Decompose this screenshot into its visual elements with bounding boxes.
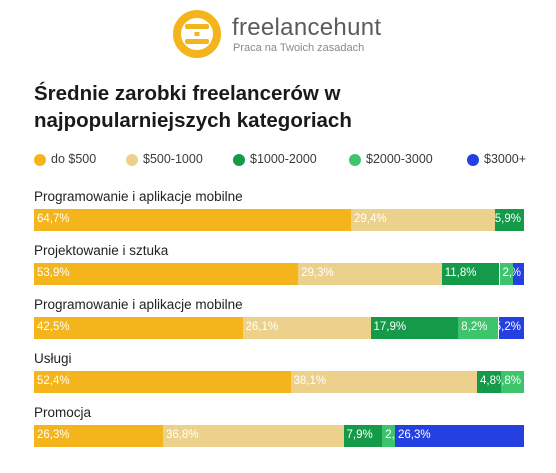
bar-segment: 29,3% <box>298 263 442 285</box>
brand-name: freelancehunt <box>232 14 382 41</box>
data-label: 64,7% <box>37 213 70 225</box>
data-label: 26,3% <box>37 429 70 441</box>
brand-tagline: Praca na Twoich zasadach <box>233 42 365 54</box>
legend-swatch <box>349 154 361 166</box>
legend-swatch <box>233 154 245 166</box>
data-label: 42,5% <box>37 321 70 333</box>
data-label: 8,2% <box>461 321 488 333</box>
chart-legend: do $500 $500-1000 $1000-2000 $2000-3000 $300… <box>34 151 544 169</box>
category-label: Programowanie i aplikacje mobilne <box>34 189 243 204</box>
bar-row: 64,7% 29,4% 5,9% <box>34 209 524 231</box>
data-label: 2,6% <box>385 429 395 441</box>
legend-swatch <box>126 154 138 166</box>
bar-segment: 4,8% <box>500 371 524 393</box>
bar-segment: 42,5% <box>34 317 243 339</box>
legend-swatch <box>34 154 46 166</box>
category-label: Projektowanie i sztuka <box>34 243 169 258</box>
data-label: 4,8% <box>480 375 501 387</box>
data-label: 53,9% <box>37 267 70 279</box>
data-label: 52,4% <box>37 375 70 387</box>
legend-label: $1000-2000 <box>250 152 317 166</box>
bar-segment: 2,8% <box>499 263 514 285</box>
data-label: 7,9% <box>346 429 373 441</box>
data-label: 5,9% <box>495 213 521 225</box>
bar-segment: 7,9% <box>343 425 383 447</box>
header: freelancehunt Praca na Twoich zasadach <box>0 0 556 70</box>
bar-segment: 26,1% <box>242 317 371 339</box>
bar-row: 52,4% 38,1% 4,8%4,8% <box>34 371 524 393</box>
data-label: 4,8% <box>501 375 522 387</box>
data-label: 11,8% <box>444 267 477 279</box>
data-label: 29,3% <box>301 267 334 279</box>
bar-segment: 8,2% <box>458 317 499 339</box>
data-label: 38,1% <box>293 375 327 387</box>
legend-swatch <box>467 154 479 166</box>
data-label: 29,4% <box>354 213 387 225</box>
bar-segment: 4,8% <box>477 371 501 393</box>
legend-label: $500-1000 <box>143 152 203 166</box>
category-label: Usługi <box>34 351 72 366</box>
bar-segment: 64,7% <box>34 209 351 231</box>
bar-segment: 26,3% <box>34 425 163 447</box>
legend-label: $3000+ <box>484 152 527 166</box>
category-label: Promocja <box>34 405 92 420</box>
legend-label: do $500 <box>51 152 97 166</box>
bar-segment: 17,9% <box>370 317 459 339</box>
bar-segment: 29,4% <box>351 209 496 231</box>
category-label: Programowanie i aplikacje mobilne <box>34 297 243 312</box>
bar-segment: 52,4% <box>34 371 291 393</box>
bar-segment: 26,3% <box>395 425 524 447</box>
data-label: 5,2% <box>499 321 522 333</box>
data-label: 36,8% <box>166 429 199 441</box>
data-label: 26,1% <box>245 321 279 333</box>
data-label: 2,8% <box>502 267 514 279</box>
bar-segment: 5,9% <box>495 209 524 231</box>
bar-segment: 2,6% <box>382 425 395 447</box>
data-label: 26,3% <box>398 429 431 441</box>
bar-segment: 38,1% <box>290 371 477 393</box>
bar-row: 53,9% 29,3% 11,8% 2,8%2,2% <box>34 263 524 285</box>
data-label: 17,9% <box>373 321 407 333</box>
bar-segment: 11,8% <box>441 263 500 285</box>
chart-title: Średnie zarobki freelancerów w najpopula… <box>34 82 352 132</box>
bar-segment: 36,8% <box>163 425 344 447</box>
data-label: 2,2% <box>513 267 521 279</box>
legend-label: $2000-3000 <box>366 152 433 166</box>
bar-segment: 2,2% <box>513 263 524 285</box>
bar-row: 26,3%36,8%7,9%2,6%26,3% <box>34 425 524 447</box>
bar-segment: 53,9% <box>34 263 299 285</box>
bar-row: 42,5% 26,1% 17,9% 8,2% 5,2% <box>34 317 524 339</box>
freelancehunt-logo-icon <box>173 10 221 58</box>
bar-segment: 5,2% <box>498 317 524 339</box>
